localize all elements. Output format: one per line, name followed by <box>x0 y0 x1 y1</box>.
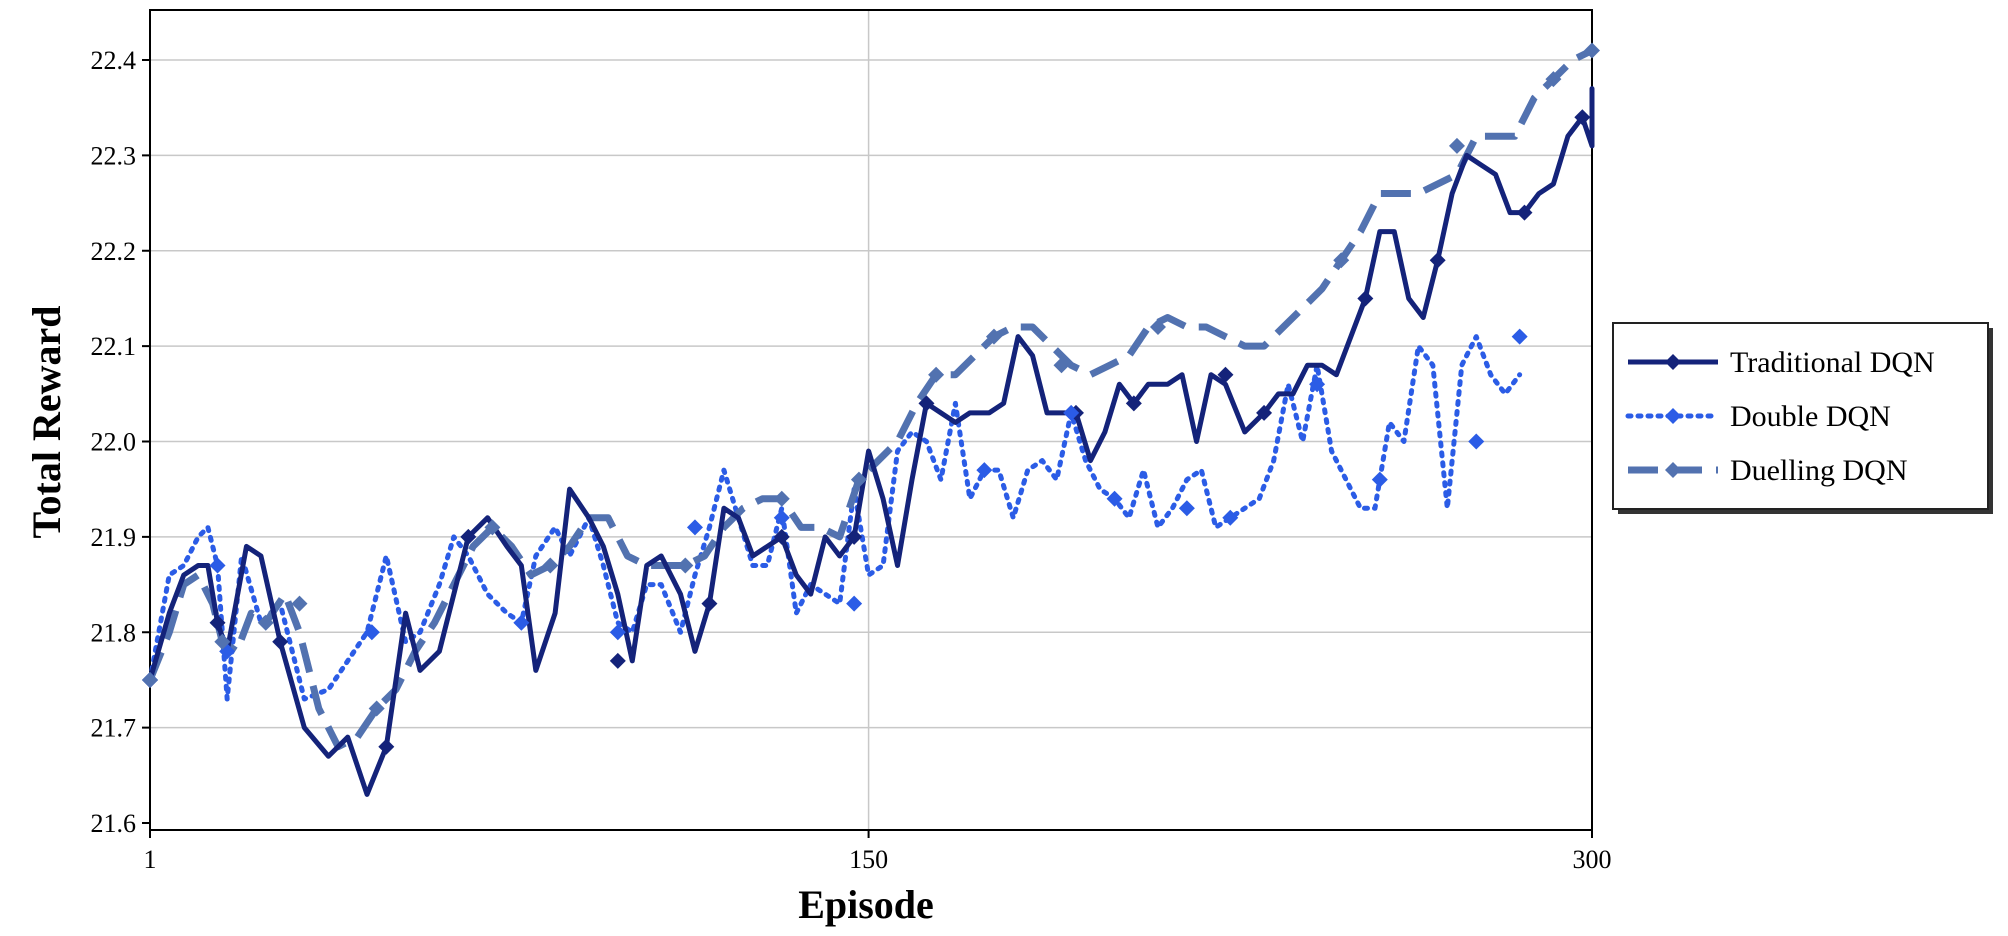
y-tick-label: 22.3 <box>91 141 137 170</box>
data-marker <box>773 528 790 545</box>
data-marker <box>1468 433 1485 450</box>
data-marker <box>918 395 935 412</box>
data-marker <box>291 595 308 612</box>
legend-label: Duelling DQN <box>1730 454 1907 487</box>
data-marker <box>773 509 790 526</box>
data-marker <box>1063 404 1080 421</box>
data-marker <box>1511 328 1528 345</box>
legend-label: Double DQN <box>1730 400 1891 433</box>
data-marker <box>1545 71 1562 88</box>
data-marker <box>460 528 477 545</box>
x-tick-label: 300 <box>1573 845 1612 874</box>
data-marker <box>1178 500 1195 517</box>
data-marker <box>1574 109 1591 126</box>
data-marker <box>850 471 867 488</box>
data-marker <box>1222 509 1239 526</box>
legend-marker <box>1665 408 1681 424</box>
x-tick-label: 150 <box>849 845 888 874</box>
data-marker <box>1357 290 1374 307</box>
x-axis-ticks: 1 150 300 <box>144 830 1612 874</box>
data-marker <box>609 624 626 641</box>
data-marker <box>142 671 158 688</box>
data-marker <box>214 633 231 650</box>
x-tick-label: 1 <box>144 845 157 874</box>
data-marker <box>378 738 395 755</box>
y-tick-label: 21.7 <box>91 714 137 743</box>
legend-marker <box>1665 354 1681 370</box>
data-marker <box>1106 490 1123 507</box>
y-tick-label: 21.9 <box>91 523 137 552</box>
y-tick-label: 22.1 <box>91 332 137 361</box>
data-marker <box>1217 366 1234 383</box>
data-marker <box>368 700 385 717</box>
y-tick-label: 21.8 <box>91 618 137 647</box>
data-marker <box>846 528 863 545</box>
data-marker <box>1429 252 1446 269</box>
data-marker <box>1371 471 1388 488</box>
data-marker <box>484 519 501 536</box>
legend: Traditional DQN Double DQN Duelling DQN <box>1612 322 1993 514</box>
series-lines <box>146 47 1595 797</box>
legend-items: Traditional DQN Double DQN Duelling DQN <box>1625 346 1935 487</box>
data-marker <box>1053 357 1070 374</box>
data-marker <box>677 557 694 574</box>
grid-lines <box>150 10 1592 830</box>
data-marker <box>609 652 626 669</box>
data-marker <box>1149 319 1166 336</box>
data-marker <box>1584 42 1600 59</box>
data-marker <box>272 633 289 650</box>
x-axis-title: Episode <box>798 882 934 927</box>
y-tick-label: 21.6 <box>91 809 137 838</box>
plot-area <box>149 9 1593 831</box>
data-marker <box>1125 395 1142 412</box>
legend-marker <box>1665 462 1681 478</box>
series-line-traditional-dqn <box>147 86 1595 797</box>
y-tick-label: 22.4 <box>91 46 137 75</box>
data-marker <box>985 328 1002 345</box>
data-marker <box>846 595 863 612</box>
data-marker <box>1516 204 1533 221</box>
y-axis-ticks: 21.6 21.7 21.8 21.9 22.0 22.1 22.2 22.3 22.4 <box>91 46 150 838</box>
series-markers <box>142 42 1600 755</box>
data-marker <box>1333 252 1350 269</box>
legend-label: Traditional DQN <box>1730 346 1935 379</box>
data-marker <box>209 614 226 631</box>
y-tick-label: 22.2 <box>91 237 137 266</box>
data-marker <box>209 557 226 574</box>
data-marker <box>1448 137 1465 154</box>
data-marker <box>701 595 718 612</box>
data-marker <box>1309 376 1326 393</box>
series-line-double-dqn <box>147 334 1523 702</box>
data-marker <box>773 490 790 507</box>
data-marker <box>513 614 530 631</box>
y-axis-title: Total Reward <box>24 306 69 539</box>
data-marker <box>928 366 945 383</box>
data-marker <box>1256 404 1273 421</box>
data-marker <box>686 519 703 536</box>
data-marker <box>257 614 274 631</box>
data-marker <box>363 624 380 641</box>
data-marker <box>542 557 559 574</box>
data-marker <box>976 462 993 479</box>
y-tick-label: 22.0 <box>91 428 137 457</box>
